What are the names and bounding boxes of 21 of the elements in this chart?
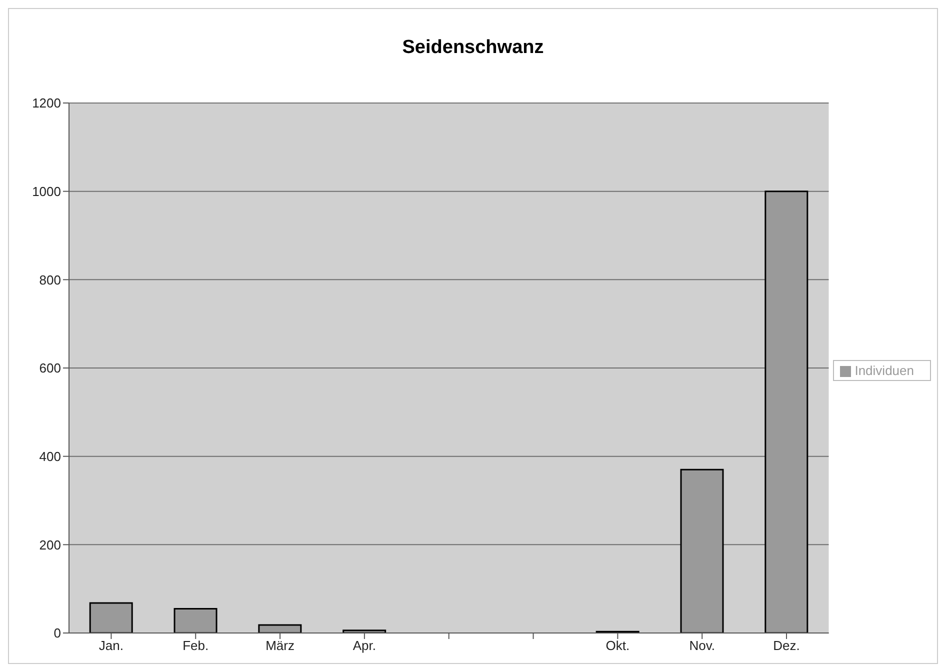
y-tick-label: 1000 bbox=[32, 184, 61, 199]
x-tick-label: Feb. bbox=[182, 638, 209, 654]
x-tick-label: Nov. bbox=[689, 638, 715, 654]
x-tick-label: Dez. bbox=[773, 638, 800, 654]
y-tick-label: 400 bbox=[39, 448, 61, 464]
bar bbox=[764, 190, 808, 633]
x-tick-label: Jan. bbox=[98, 638, 124, 654]
legend-label: Individuen bbox=[854, 362, 914, 378]
chart-title: Seidenschwanz bbox=[401, 36, 545, 60]
y-tick-label: 0 bbox=[54, 626, 61, 641]
bar bbox=[680, 468, 724, 633]
y-tick-label: 1200 bbox=[32, 96, 61, 111]
y-tick-label: 800 bbox=[39, 272, 61, 288]
y-tick-label: 600 bbox=[39, 360, 61, 376]
x-tick-label: März bbox=[266, 638, 294, 654]
y-tick-label: 200 bbox=[39, 537, 61, 552]
bar bbox=[174, 608, 218, 633]
bar bbox=[258, 624, 302, 633]
bar bbox=[89, 602, 133, 633]
x-tick-label: Apr. bbox=[352, 638, 376, 654]
x-tick-label: Okt. bbox=[606, 638, 630, 654]
